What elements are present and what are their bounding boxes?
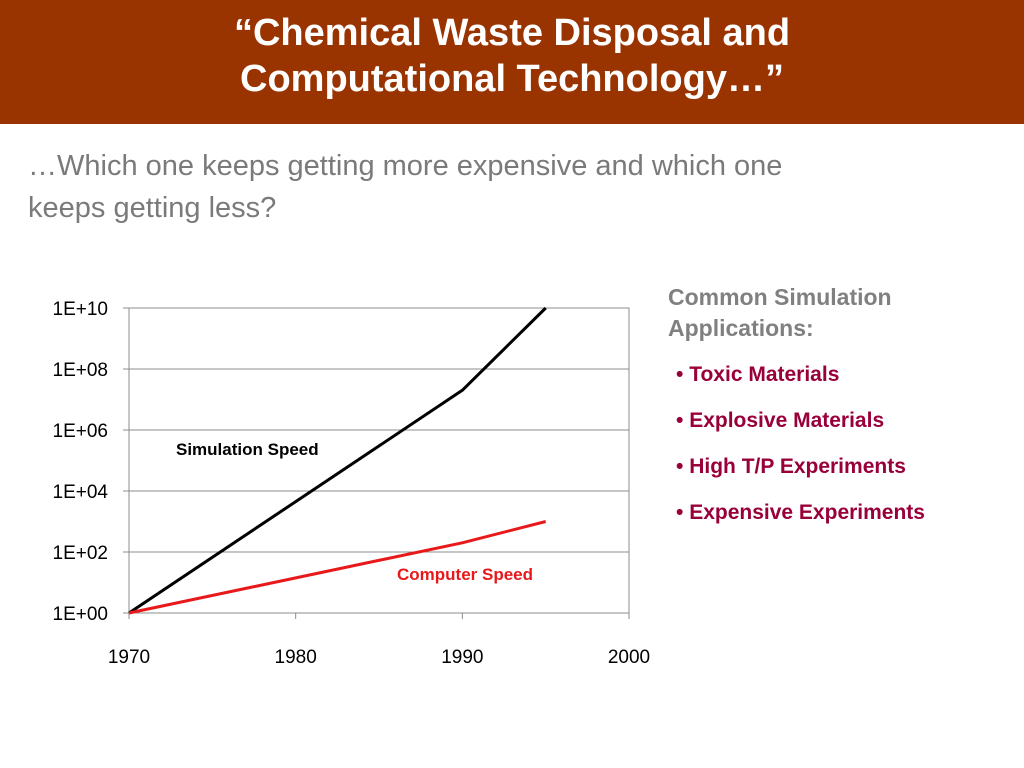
series-line-computer-speed [128, 520, 547, 615]
applications-heading-line-1: Common Simulation [668, 284, 892, 310]
tick-labels: 1E+00 1E+02 1E+04 1E+06 1E+08 1E+10 1970 1980 19… [53, 299, 651, 668]
application-item: • High T/P Experiments [676, 452, 925, 498]
application-item: • Expensive Experiments [676, 498, 925, 544]
application-item-label: Explosive Materials [689, 409, 885, 432]
applications-heading: Common Simulation Applications: [668, 282, 1008, 344]
series-label-simulation-speed: Simulation Speed [176, 440, 319, 459]
y-tick-label: 1E+02 [53, 543, 108, 564]
slide-title-line-2: Computational Technology…” [240, 58, 784, 100]
y-tick-label: 1E+08 [53, 360, 108, 381]
application-item-label: Toxic Materials [689, 363, 840, 386]
application-item: • Toxic Materials [676, 360, 925, 406]
bullet-glyph: • [676, 455, 684, 478]
bullet-glyph: • [676, 363, 684, 386]
y-tick-label: 1E+04 [53, 482, 109, 503]
slide-subtitle: …Which one keeps getting more expensive … [28, 145, 988, 229]
slide-title-line-1: “Chemical Waste Disposal and [233, 12, 791, 54]
y-tick-label: 1E+06 [53, 421, 108, 442]
slide-title: “Chemical Waste Disposal and Computation… [0, 10, 1024, 102]
axes [123, 307, 630, 619]
series-lines [128, 306, 547, 615]
applications-list: • Toxic Materials • Explosive Materials … [676, 360, 925, 544]
series-line-simulation-speed [128, 306, 547, 615]
bullet-glyph: • [676, 501, 684, 524]
x-tick-label: 1990 [441, 647, 483, 668]
application-item-label: High T/P Experiments [689, 455, 906, 478]
applications-heading-line-2: Applications: [668, 315, 814, 341]
y-tick-label: 1E+00 [53, 604, 108, 625]
subtitle-line-2: keeps getting less? [28, 192, 277, 224]
plot-area [128, 307, 630, 614]
title-banner: “Chemical Waste Disposal and Computation… [0, 0, 1024, 124]
subtitle-line-1: …Which one keeps getting more expensive … [28, 150, 783, 182]
x-tick-label: 1980 [275, 647, 317, 668]
x-tick-label: 1970 [108, 647, 150, 668]
x-tick-label: 2000 [608, 647, 650, 668]
application-item: • Explosive Materials [676, 406, 925, 452]
series-label-computer-speed: Computer Speed [397, 565, 533, 584]
y-tick-label: 1E+10 [53, 299, 108, 320]
application-item-label: Expensive Experiments [689, 501, 925, 524]
bullet-glyph: • [676, 409, 684, 432]
